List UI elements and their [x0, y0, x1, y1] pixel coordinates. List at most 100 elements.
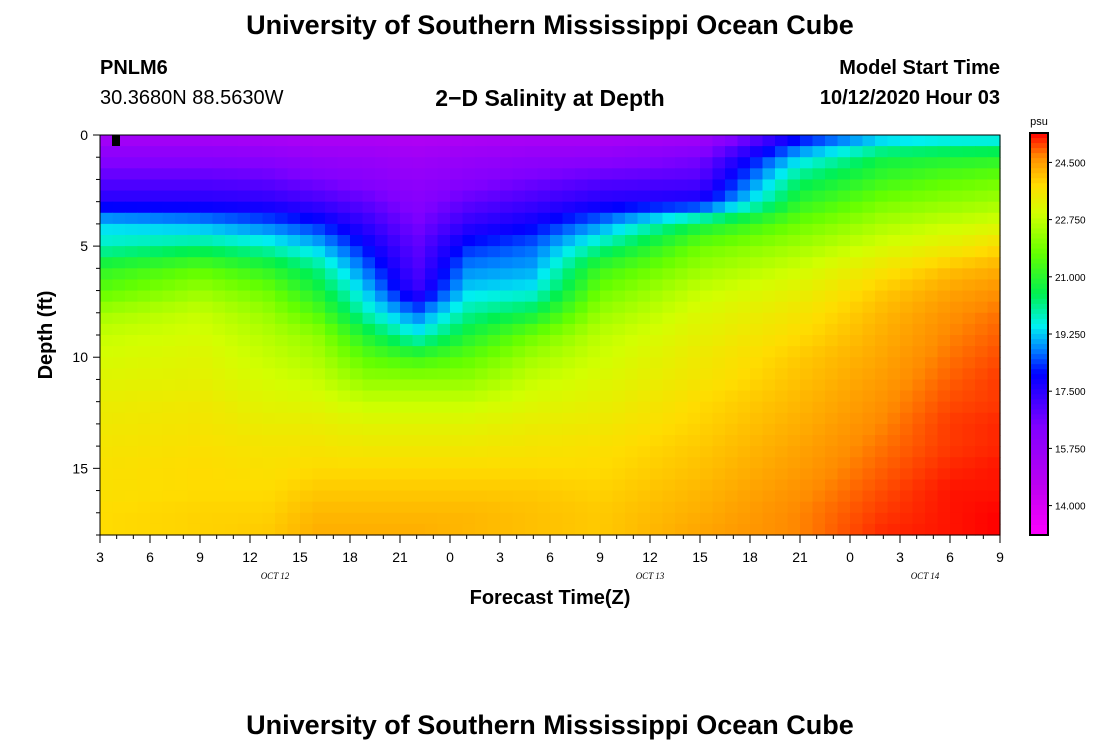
- heatmap-cell: [400, 523, 414, 536]
- heatmap-cell: [487, 190, 501, 203]
- heatmap-cell: [862, 401, 876, 414]
- heatmap-cell: [800, 512, 814, 525]
- heatmap-cell: [675, 346, 689, 358]
- heatmap-cell: [637, 235, 651, 247]
- heatmap-cell: [575, 179, 589, 192]
- heatmap-cell: [375, 212, 389, 225]
- heatmap-cell: [687, 279, 701, 292]
- heatmap-cell: [250, 379, 264, 392]
- heatmap-cell: [675, 390, 689, 403]
- heatmap-cell: [250, 146, 264, 158]
- heatmap-cell: [462, 290, 476, 303]
- heatmap-cell: [925, 268, 939, 281]
- heatmap-cell: [850, 223, 864, 236]
- heatmap-cell: [512, 335, 526, 347]
- heatmap-cell: [775, 135, 789, 147]
- heatmap-cell: [487, 390, 501, 403]
- heatmap-cell: [725, 390, 739, 403]
- heatmap-cell: [300, 179, 314, 192]
- heatmap-cell: [675, 501, 689, 514]
- heatmap-cell: [487, 335, 501, 347]
- heatmap-cell: [825, 335, 839, 347]
- heatmap-cell: [912, 479, 926, 492]
- heatmap-cell: [612, 312, 626, 325]
- heatmap-cell: [275, 146, 289, 158]
- heatmap-cell: [875, 412, 889, 425]
- heatmap-cell: [362, 146, 376, 158]
- heatmap-cell: [237, 279, 251, 292]
- heatmap-cell: [487, 135, 501, 147]
- heatmap-cell: [437, 212, 451, 225]
- heatmap-cell: [925, 401, 939, 414]
- heatmap-cell: [187, 279, 201, 292]
- heatmap-cell: [262, 135, 276, 147]
- heatmap-cell: [850, 335, 864, 347]
- heatmap-cell: [250, 468, 264, 481]
- heatmap-cell: [612, 268, 626, 281]
- x-tick-label: 18: [342, 549, 358, 565]
- colorbar-swatch: [1030, 263, 1048, 270]
- heatmap-cell: [412, 268, 426, 281]
- heatmap-cell: [112, 279, 126, 292]
- heatmap-cell: [687, 212, 701, 225]
- heatmap-cell: [975, 423, 989, 436]
- heatmap-cell: [887, 135, 901, 147]
- x-tick-label: 9: [996, 549, 1004, 565]
- heatmap-cell: [750, 368, 764, 381]
- heatmap-cell: [137, 268, 151, 281]
- heatmap-cell: [975, 301, 989, 314]
- heatmap-cell: [600, 368, 614, 381]
- heatmap-cell: [562, 135, 576, 147]
- heatmap-cell: [962, 357, 976, 369]
- heatmap-cell: [125, 368, 139, 381]
- heatmap-cell: [425, 401, 439, 414]
- heatmap-cell: [625, 368, 639, 381]
- heatmap-cell: [712, 368, 726, 381]
- heatmap-cell: [300, 523, 314, 536]
- heatmap-cell: [825, 479, 839, 492]
- heatmap-cell: [775, 390, 789, 403]
- heatmap-cell: [912, 279, 926, 292]
- heatmap-cell: [400, 346, 414, 358]
- heatmap-cell: [587, 135, 601, 147]
- heatmap-cell: [725, 279, 739, 292]
- heatmap-cell: [875, 201, 889, 214]
- heatmap-cell: [375, 146, 389, 158]
- heatmap-cell: [275, 279, 289, 292]
- heatmap-cell: [762, 190, 776, 203]
- heatmap-cell: [912, 179, 926, 192]
- heatmap-cell: [112, 290, 126, 303]
- heatmap-cell: [287, 257, 301, 269]
- heatmap-cell: [187, 290, 201, 303]
- heatmap-cell: [100, 312, 114, 325]
- heatmap-cell: [387, 257, 401, 269]
- heatmap-cell: [650, 179, 664, 192]
- heatmap-cell: [412, 457, 426, 469]
- heatmap-cell: [687, 223, 701, 236]
- heatmap-cell: [812, 412, 826, 425]
- heatmap-cell: [725, 435, 739, 447]
- heatmap-cell: [525, 435, 539, 447]
- heatmap-cell: [912, 412, 926, 425]
- heatmap-cell: [750, 512, 764, 525]
- x-tick-label: 0: [846, 549, 854, 565]
- heatmap-cell: [637, 435, 651, 447]
- heatmap-cell: [625, 290, 639, 303]
- heatmap-cell: [850, 157, 864, 169]
- heatmap-cell: [987, 523, 1001, 536]
- heatmap-cell: [587, 401, 601, 414]
- heatmap-cell: [912, 457, 926, 469]
- heatmap-cell: [387, 512, 401, 525]
- heatmap-cell: [737, 223, 751, 236]
- heatmap-cell: [487, 501, 501, 514]
- heatmap-cell: [612, 257, 626, 269]
- heatmap-cell: [212, 368, 226, 381]
- heatmap-cell: [762, 301, 776, 314]
- heatmap-cell: [462, 157, 476, 169]
- heatmap-cell: [825, 501, 839, 514]
- heatmap-cell: [787, 168, 801, 181]
- heatmap-cell: [662, 346, 676, 358]
- heatmap-cell: [762, 279, 776, 292]
- heatmap-cell: [937, 179, 951, 192]
